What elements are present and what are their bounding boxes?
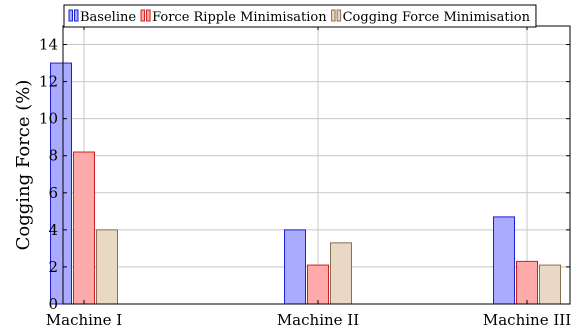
- x-tick-label: Machine III: [483, 311, 571, 329]
- y-tick-label: 6: [48, 184, 58, 202]
- bar: [50, 62, 72, 305]
- bar: [539, 264, 561, 305]
- legend-box: [63, 4, 537, 28]
- bar: [516, 260, 538, 305]
- bar: [493, 216, 515, 305]
- x-tick-label: Machine I: [46, 311, 122, 329]
- legend-swatch: [68, 9, 73, 22]
- legend-swatch: [146, 9, 151, 22]
- y-axis-label: Cogging Force (%): [13, 80, 34, 251]
- y-tick-label: 4: [48, 221, 58, 239]
- y-tick-label: 12: [39, 73, 58, 91]
- y-tick-label: 14: [39, 36, 58, 54]
- bar: [330, 242, 352, 305]
- legend-swatch: [336, 9, 342, 22]
- bar: [284, 229, 306, 305]
- grid-lines: [63, 26, 570, 305]
- legend-label: Cogging Force Minimisation: [343, 10, 531, 25]
- legend-swatch: [331, 9, 336, 22]
- legend-label: Force Ripple Minimisation: [152, 10, 327, 25]
- bar: [73, 151, 95, 305]
- legend-swatch: [140, 9, 146, 22]
- x-axis-ticks: Machine I Machine II Machine III: [46, 26, 571, 329]
- legend-swatch: [74, 9, 79, 22]
- y-tick-label: 8: [48, 147, 58, 165]
- bar: [307, 264, 329, 305]
- x-tick-label: Machine II: [277, 311, 359, 329]
- legend-item: Baseline: [68, 9, 136, 25]
- y-tick-label: 2: [48, 258, 58, 276]
- legend-label: Baseline: [80, 10, 136, 25]
- legend-item: Force Ripple Minimisation: [140, 9, 327, 25]
- y-tick-label: 0: [48, 295, 58, 313]
- y-tick-label: 10: [39, 110, 58, 128]
- legend: Baseline Force Ripple Minimisation Cogging…: [63, 4, 537, 28]
- y-axis-ticks: 0 2 4 6 8 10 12 14: [39, 36, 570, 313]
- legend-item: Cogging Force Minimisation: [331, 9, 531, 25]
- bars: [50, 62, 561, 305]
- bar: [96, 229, 118, 305]
